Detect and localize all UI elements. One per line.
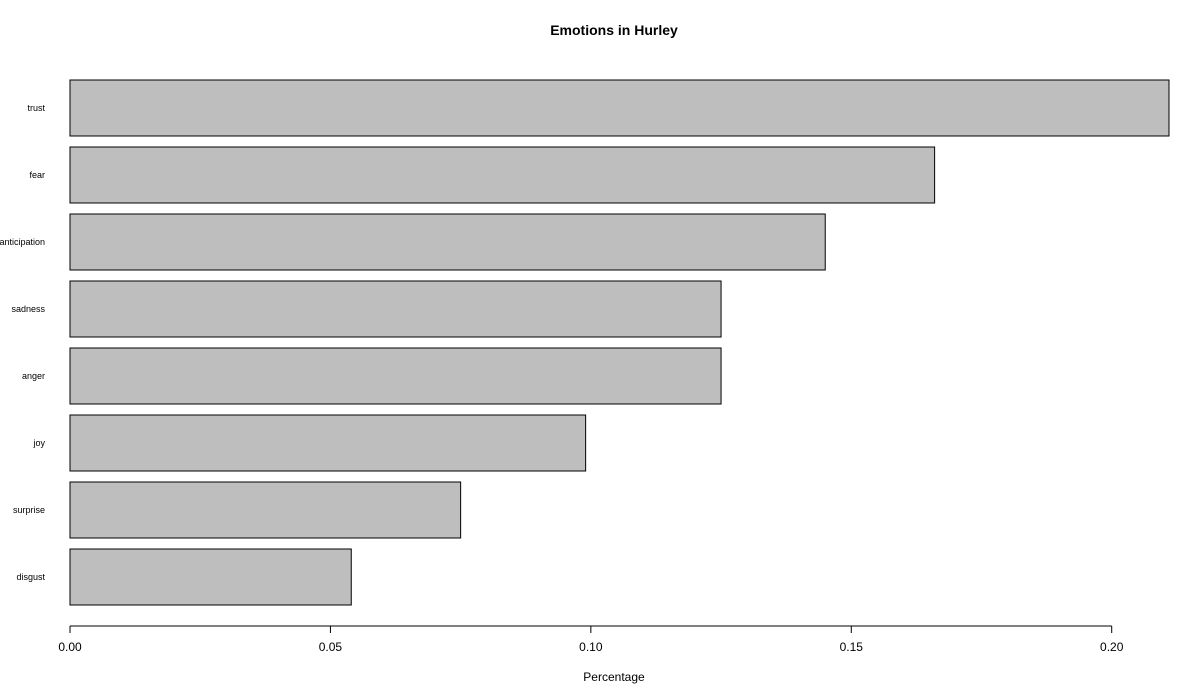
bar-trust bbox=[69, 79, 1170, 137]
category-label-joy: joy bbox=[32, 438, 45, 448]
category-label-sadness: sadness bbox=[11, 304, 45, 314]
category-label-fear: fear bbox=[29, 170, 45, 180]
chart-title: Emotions in Hurley bbox=[550, 22, 678, 38]
x-tick-label: 0.20 bbox=[1100, 640, 1124, 654]
bars-group bbox=[69, 79, 1170, 606]
category-labels-group: trust fear anticipation sadness anger joy surp… bbox=[0, 103, 45, 582]
x-tick-label: 0.05 bbox=[319, 640, 343, 654]
bar-sadness bbox=[69, 280, 722, 338]
x-tick-label: 0.10 bbox=[579, 640, 603, 654]
category-label-trust: trust bbox=[27, 103, 45, 113]
bar-surprise bbox=[69, 481, 462, 539]
bar-fear bbox=[69, 146, 936, 204]
bar-joy bbox=[69, 414, 587, 472]
bar-disgust bbox=[69, 548, 352, 606]
bar-anger bbox=[69, 347, 722, 405]
category-label-anticipation: anticipation bbox=[0, 237, 45, 247]
category-label-anger: anger bbox=[22, 371, 45, 381]
x-tick-label: 0.00 bbox=[58, 640, 82, 654]
x-axis: 0.00 0.05 0.10 0.15 0.20 bbox=[58, 625, 1124, 654]
x-tick-label: 0.15 bbox=[840, 640, 864, 654]
category-label-surprise: surprise bbox=[13, 505, 45, 515]
bar-anticipation bbox=[69, 213, 826, 271]
category-label-disgust: disgust bbox=[16, 572, 45, 582]
x-axis-title: Percentage bbox=[583, 670, 645, 684]
